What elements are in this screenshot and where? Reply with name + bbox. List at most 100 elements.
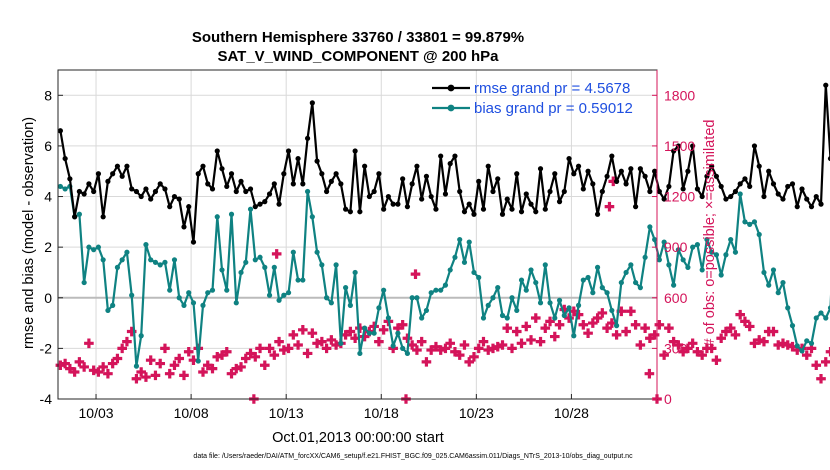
rmse-point bbox=[823, 82, 829, 88]
rmse-point bbox=[257, 201, 263, 207]
bias-point bbox=[666, 262, 672, 268]
rmse-point bbox=[785, 183, 791, 190]
rmse-point bbox=[461, 209, 468, 215]
rmse-point bbox=[580, 186, 586, 192]
obs-marker bbox=[393, 323, 403, 333]
rmse-point bbox=[252, 204, 258, 210]
rmse-point bbox=[276, 201, 282, 207]
bias-point bbox=[471, 269, 477, 276]
rmse-point bbox=[152, 188, 159, 195]
rmse-point bbox=[623, 181, 629, 187]
bias-point bbox=[129, 292, 135, 298]
obs-marker bbox=[645, 333, 655, 344]
obs-marker bbox=[255, 343, 265, 354]
rmse-point bbox=[490, 188, 496, 195]
bias-point bbox=[428, 290, 434, 296]
bias-point bbox=[823, 315, 829, 321]
rmse-point bbox=[200, 163, 206, 169]
bias-point bbox=[395, 330, 401, 336]
rmse-point bbox=[195, 171, 201, 177]
rmse-point bbox=[352, 148, 358, 154]
obs-marker bbox=[369, 321, 379, 332]
bias-point bbox=[357, 350, 363, 357]
obs-marker bbox=[240, 353, 251, 364]
obs-marker bbox=[103, 368, 113, 379]
bias-point bbox=[309, 214, 315, 220]
bias-point bbox=[652, 236, 658, 243]
bias-point bbox=[276, 297, 282, 303]
obs-marker bbox=[492, 341, 503, 352]
obs-marker bbox=[155, 358, 166, 369]
bias-point bbox=[523, 287, 529, 293]
bias-point bbox=[756, 231, 762, 238]
obs-marker bbox=[564, 313, 574, 323]
bias-point bbox=[694, 242, 701, 248]
rmse-point bbox=[799, 186, 805, 192]
bias-point bbox=[528, 267, 534, 273]
obs-marker bbox=[378, 325, 389, 335]
obs-marker bbox=[321, 343, 332, 354]
obs-marker bbox=[279, 345, 289, 355]
obs-marker bbox=[407, 340, 417, 350]
x-tick-label: 10/28 bbox=[554, 405, 589, 421]
rmse-point bbox=[575, 163, 582, 169]
rmse-point bbox=[338, 181, 344, 187]
bias-point bbox=[685, 264, 691, 270]
obs-marker bbox=[107, 358, 118, 369]
rmse-point bbox=[789, 181, 796, 187]
bias-point bbox=[604, 290, 610, 296]
obs-marker bbox=[412, 345, 422, 355]
obs-marker bbox=[787, 341, 798, 352]
obs-marker bbox=[782, 340, 793, 350]
obs-marker bbox=[326, 335, 337, 345]
y-right-tick-label: 0 bbox=[664, 391, 672, 407]
rmse-point bbox=[309, 100, 315, 106]
obs-marker bbox=[293, 340, 303, 350]
bias-point bbox=[91, 247, 97, 253]
obs-marker bbox=[274, 336, 284, 347]
rmse-point bbox=[732, 188, 739, 195]
rmse-point bbox=[366, 193, 372, 200]
x-tick-label: 10/13 bbox=[269, 405, 304, 421]
obs-marker bbox=[164, 368, 175, 379]
bias-point bbox=[447, 267, 453, 273]
obs-marker bbox=[469, 352, 479, 362]
bias-point bbox=[110, 302, 116, 308]
rmse-point bbox=[428, 193, 434, 200]
obs-marker bbox=[122, 336, 132, 347]
obs-marker bbox=[659, 350, 669, 360]
obs-marker bbox=[212, 352, 223, 362]
rmse-point bbox=[808, 204, 815, 210]
obs-marker bbox=[431, 341, 441, 352]
bias-point bbox=[794, 343, 800, 349]
rmse-point bbox=[243, 188, 249, 195]
bias-point bbox=[813, 315, 819, 321]
bias-point bbox=[228, 211, 235, 217]
rmse-point bbox=[509, 206, 515, 212]
rmse-point bbox=[205, 181, 211, 187]
rmse-point bbox=[661, 196, 667, 202]
rmse-point bbox=[119, 173, 125, 179]
obs-marker bbox=[526, 335, 536, 345]
bias-point bbox=[171, 257, 178, 263]
obs-marker bbox=[98, 362, 108, 372]
rmse-point bbox=[219, 166, 225, 172]
obs-marker bbox=[535, 336, 546, 347]
rmse-point bbox=[599, 188, 605, 195]
bias-point bbox=[233, 300, 239, 306]
bias-point bbox=[566, 305, 572, 311]
rmse-point bbox=[271, 181, 277, 187]
obs-marker bbox=[820, 357, 830, 367]
rmse-point bbox=[285, 148, 292, 154]
obs-marker bbox=[450, 346, 460, 357]
y-right-tick-label: 1800 bbox=[664, 87, 695, 103]
obs-marker-extra bbox=[604, 201, 615, 212]
obs-marker bbox=[530, 313, 541, 323]
bias-point bbox=[571, 333, 577, 339]
bias-point bbox=[547, 300, 553, 306]
obs-marker bbox=[740, 316, 750, 327]
rmse-point bbox=[414, 163, 420, 169]
rmse-point bbox=[295, 155, 301, 162]
bias-point bbox=[295, 277, 301, 283]
x-tick-label: 10/08 bbox=[174, 405, 209, 421]
